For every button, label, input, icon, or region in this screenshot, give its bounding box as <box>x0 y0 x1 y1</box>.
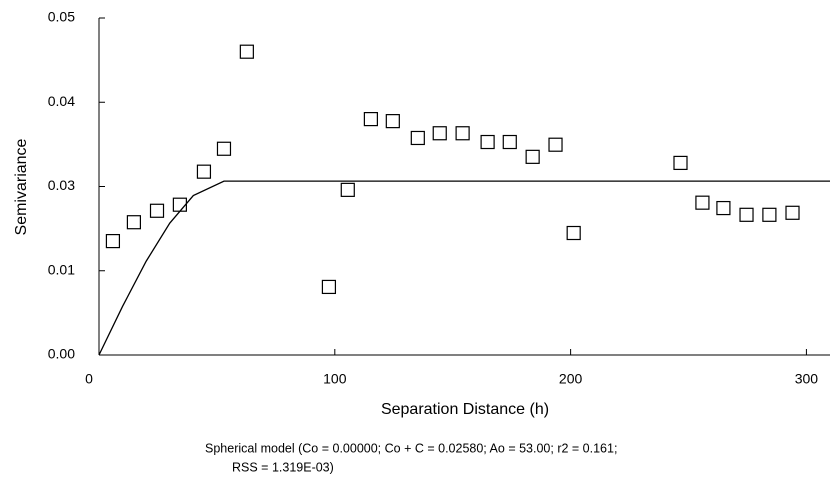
point <box>762 207 777 222</box>
x-tick-label: 0 <box>85 371 93 387</box>
point <box>385 114 400 129</box>
point <box>216 141 232 156</box>
point <box>432 126 447 141</box>
y-axis-title: Semivariance <box>13 138 30 235</box>
y-tick-label: 0.03 <box>48 177 75 193</box>
point <box>172 197 187 212</box>
point <box>363 111 378 127</box>
y-tick-label: 0.04 <box>48 93 75 109</box>
point <box>525 149 540 164</box>
x-axis-title: Separation Distance (h) <box>381 401 549 418</box>
caption: RSS = 1.319E-03) <box>232 460 334 474</box>
caption: Spherical model (Co = 0.00000; Co + C = … <box>205 441 617 455</box>
point <box>502 134 517 150</box>
point <box>410 130 425 146</box>
point <box>321 279 337 295</box>
point <box>455 126 470 141</box>
x-tick-label: 200 <box>559 371 583 387</box>
point <box>695 195 710 210</box>
y-tick-label: 0.00 <box>48 346 75 362</box>
model-line <box>98 180 830 356</box>
y-tick-label: 0.01 <box>48 261 75 277</box>
point <box>716 200 731 216</box>
point <box>126 215 141 230</box>
point <box>196 164 212 179</box>
y-tick-label: 0.05 <box>48 9 75 25</box>
point <box>340 182 355 197</box>
point <box>105 233 121 249</box>
point <box>149 203 165 218</box>
x-tick-label: 100 <box>323 371 347 387</box>
point <box>239 44 254 59</box>
point <box>785 205 800 220</box>
point <box>548 137 563 152</box>
point <box>480 134 495 150</box>
point <box>673 155 688 171</box>
x-tick-label: 300 <box>795 371 819 387</box>
point <box>739 207 754 222</box>
point <box>566 225 581 241</box>
